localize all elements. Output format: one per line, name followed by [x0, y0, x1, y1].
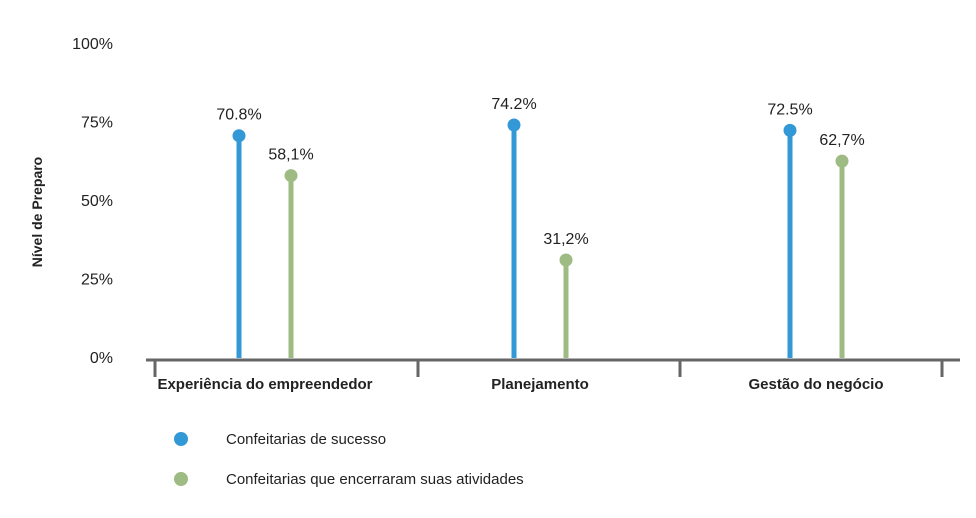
y-tick-label: 50%	[81, 193, 113, 210]
data-point	[559, 253, 573, 267]
y-tick-label: 75%	[81, 115, 113, 132]
y-axis-title: Nível de Preparo	[29, 157, 45, 268]
y-tick-label: 25%	[81, 272, 113, 289]
data-label: 31,2%	[543, 231, 588, 248]
data-label: 74.2%	[491, 96, 536, 113]
data-label: 58,1%	[268, 147, 313, 164]
data-label: 72.5%	[767, 101, 812, 118]
y-tick-label: 0%	[90, 350, 113, 367]
data-point	[783, 123, 797, 137]
category-label: Gestão do negócio	[748, 376, 883, 393]
legend-label: Confeitarias de sucesso	[226, 431, 386, 448]
data-point	[232, 129, 246, 143]
data-point	[284, 169, 298, 183]
legend-label: Confeitarias que encerraram suas ativida…	[226, 471, 524, 488]
data-point	[835, 154, 849, 168]
data-label: 62,7%	[819, 132, 864, 149]
y-tick-label: 100%	[72, 36, 113, 53]
category-label: Experiência do empreendedor	[157, 376, 372, 393]
category-label: Planejamento	[491, 376, 589, 393]
legend-marker	[174, 472, 188, 486]
data-label: 70.8%	[216, 107, 261, 124]
legend-marker	[174, 432, 188, 446]
data-point	[507, 118, 521, 132]
